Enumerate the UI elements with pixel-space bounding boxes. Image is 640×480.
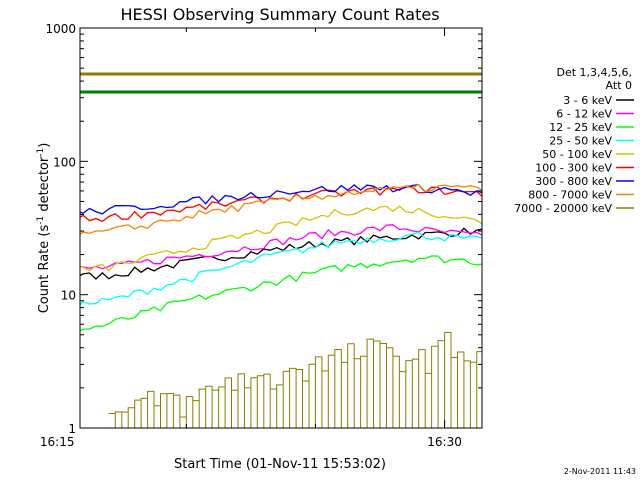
- legend-label: 800 - 7000 keV: [528, 189, 612, 202]
- series-line-2: [80, 255, 482, 332]
- series-line-8: [108, 332, 482, 428]
- x-tick-label: 16:15: [40, 435, 75, 449]
- legend-label: 50 - 100 keV: [542, 148, 612, 161]
- plot-frame: [79, 27, 483, 429]
- y-tick-label: 1000: [45, 22, 76, 36]
- x-axis-label: Start Time (01-Nov-11 15:53:02): [174, 457, 386, 472]
- legend-header: Det 1,3,4,5,6,: [556, 66, 632, 79]
- footer-timestamp: 2-Nov-2011 11:43: [564, 467, 636, 476]
- legend-label: 300 - 800 keV: [535, 175, 612, 188]
- legend-label: 7000 - 20000 keV: [514, 202, 612, 215]
- legend-header: Att 0: [606, 79, 632, 92]
- legend-label: 6 - 12 keV: [556, 108, 612, 121]
- legend-label: 3 - 6 keV: [563, 94, 612, 107]
- vertical-markers: [0, 28, 640, 428]
- x-tick-label: 16:30: [427, 435, 462, 449]
- y-tick-label: 100: [53, 155, 76, 169]
- legend-label: 25 - 50 keV: [549, 135, 612, 148]
- chart-title: HESSI Observing Summary Count Rates: [120, 5, 439, 24]
- series-lines: [80, 183, 482, 428]
- y-axis-label: Count Rate (s-1 detector-1): [36, 143, 52, 314]
- flag-bars: NSFFD1FD2RD0RD6: [80, 72, 482, 94]
- legend-label: 100 - 300 keV: [535, 162, 612, 175]
- y-tick-label: 1: [68, 422, 76, 436]
- y-axis: 1 10 100 1000: [45, 22, 482, 436]
- y-tick-label: 10: [61, 289, 76, 303]
- legend-label: 12 - 25 keV: [549, 121, 612, 134]
